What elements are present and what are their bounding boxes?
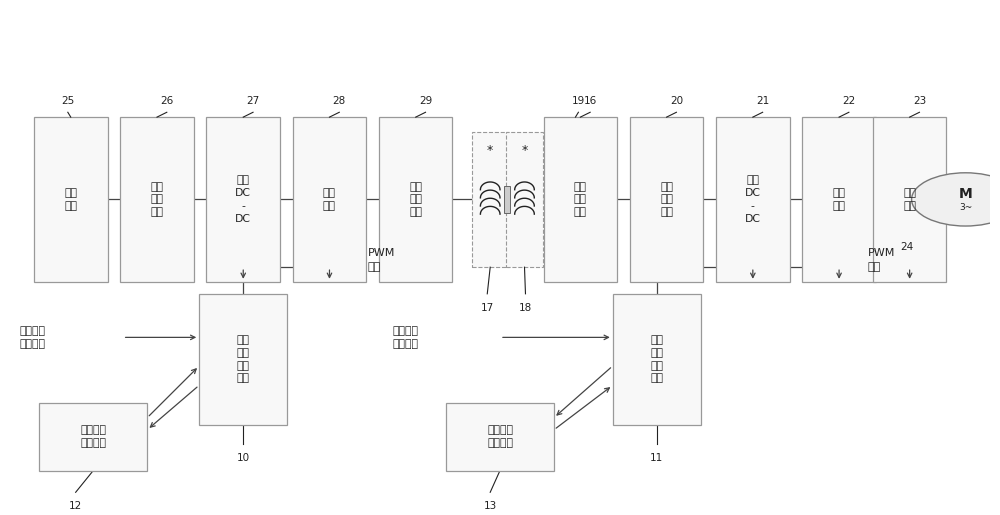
Text: PWM: PWM [368,248,395,258]
Text: 原边
数字
控制
单元: 原边 数字 控制 单元 [237,335,250,383]
Text: 高频
逆变: 高频 逆变 [323,188,336,211]
Text: 脉冲: 脉冲 [868,262,881,272]
Text: 28: 28 [333,96,346,107]
Bar [120,117,194,282]
Text: 19: 19 [572,96,585,107]
Text: PWM: PWM [868,248,895,258]
Bar [206,117,280,282]
Text: 12: 12 [69,501,82,511]
Text: 副边
数字
控制
单元: 副边 数字 控制 单元 [650,335,663,383]
Bar [199,294,287,424]
Text: M: M [959,186,972,201]
Bar [379,117,452,282]
Bar [613,294,701,424]
Text: 副边
DC
-
DC: 副边 DC - DC [745,175,761,224]
Text: 电机电流
检测信号: 电机电流 检测信号 [392,326,418,349]
Bar [544,117,617,282]
Text: *: * [521,145,528,158]
Text: 副边
谐振
补偿: 副边 谐振 补偿 [574,182,587,217]
Bar [504,186,510,213]
Bar [34,117,108,282]
Text: 原边
DC
-
DC: 原边 DC - DC [235,175,251,224]
Text: 27: 27 [246,96,260,107]
Bar [506,132,543,267]
Bar [802,117,876,282]
Circle shape [912,173,1000,226]
Text: 脉冲: 脉冲 [368,262,381,272]
Text: 调速
装置: 调速 装置 [903,188,916,211]
Text: 三相
逆变: 三相 逆变 [833,188,846,211]
Text: 副边无线
通信模块: 副边无线 通信模块 [487,425,513,448]
Bar [39,403,147,471]
Bar [293,117,366,282]
Text: 21: 21 [756,96,769,107]
Text: 18: 18 [519,302,532,313]
Text: 23: 23 [913,96,926,107]
Text: 原边无线
通信模块: 原边无线 通信模块 [80,425,106,448]
Text: 24: 24 [900,242,913,252]
Text: 原边
整流
滤波: 原边 整流 滤波 [150,182,164,217]
Text: 26: 26 [160,96,173,107]
Bar [630,117,703,282]
Text: 25: 25 [61,96,74,107]
Bar [873,117,946,282]
Text: 29: 29 [419,96,432,107]
Bar [446,403,554,471]
Text: 17: 17 [481,302,494,313]
Text: 副边
整流
滤波: 副边 整流 滤波 [660,182,673,217]
Text: 原边
谐振
补偿: 原边 谐振 补偿 [409,182,422,217]
Text: 20: 20 [670,96,683,107]
Text: 16: 16 [584,96,597,107]
Text: 10: 10 [237,453,250,462]
Text: 3~: 3~ [959,203,972,212]
Text: 22: 22 [842,96,856,107]
Text: 线圈电流
检测信号: 线圈电流 检测信号 [20,326,46,349]
Bar [716,117,790,282]
Text: 11: 11 [650,453,663,462]
Text: *: * [487,145,493,158]
Bar [472,132,509,267]
Text: 13: 13 [484,501,497,511]
Text: 交流
电源: 交流 电源 [64,188,77,211]
